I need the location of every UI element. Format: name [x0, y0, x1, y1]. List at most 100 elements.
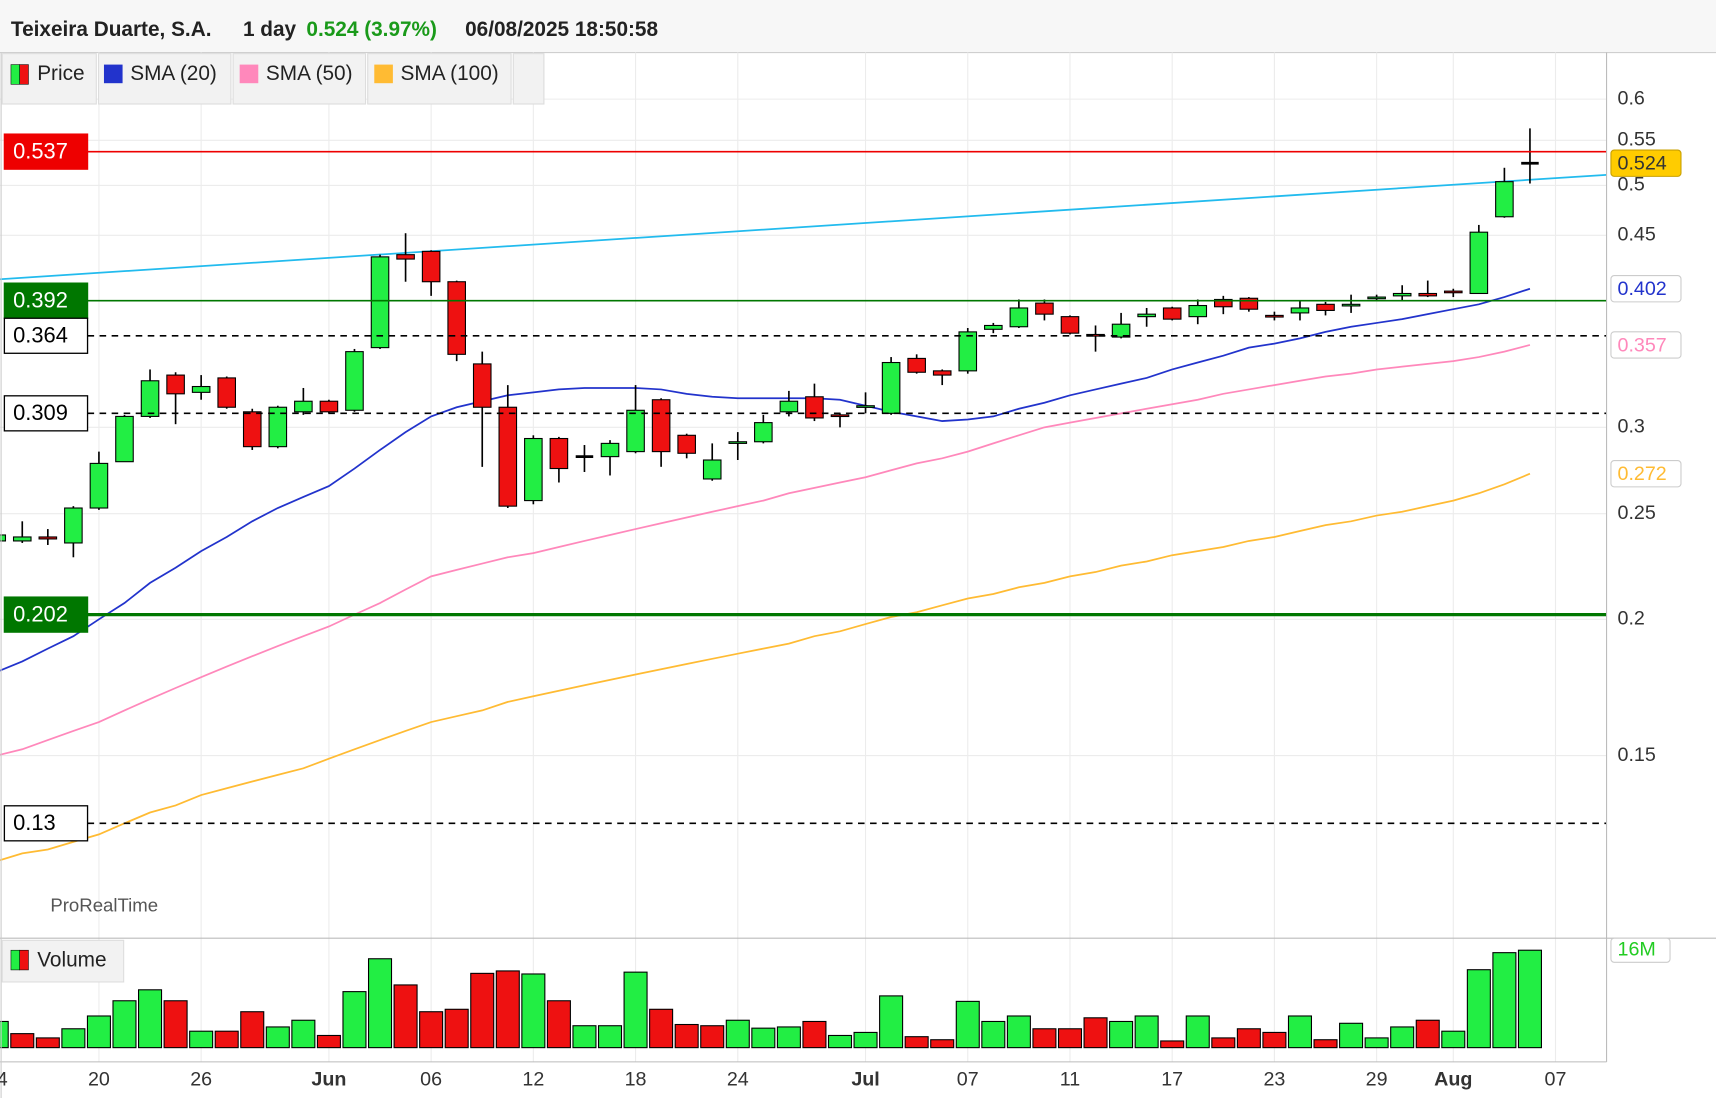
volume-tick-label: 16M — [1618, 938, 1656, 960]
volume-bar — [444, 1008, 469, 1049]
volume-bar — [1441, 1030, 1466, 1049]
candle-body — [728, 441, 748, 444]
y-tick-label: 0.2 — [1618, 608, 1645, 630]
volume-bar — [419, 1011, 444, 1049]
volume-bar — [1313, 1039, 1338, 1049]
legend-icon — [374, 64, 393, 84]
candle-body — [932, 370, 952, 376]
legend: Price SMA (20) SMA (50) SMA (100) — [1, 53, 545, 105]
volume-bar — [86, 1015, 111, 1049]
grid-layer — [0, 52, 1607, 1062]
candle-body — [191, 385, 211, 393]
candle-body — [1162, 307, 1182, 320]
volume-bar — [751, 1027, 776, 1049]
candle-body — [140, 380, 160, 417]
volume-bar — [189, 1030, 214, 1049]
x-tick-label: 11 — [1060, 1069, 1080, 1091]
volume-bar — [1134, 1015, 1159, 1049]
candle-body — [626, 409, 645, 453]
volume-bar — [521, 973, 546, 1049]
volume-legend: Volume — [1, 939, 125, 983]
volume-bar — [1287, 1015, 1313, 1049]
volume-bar — [316, 1034, 341, 1049]
legend-label: SMA (50) — [266, 62, 353, 85]
datetime: 06/08/2025 18:50:58 — [465, 18, 658, 41]
volume-bar — [1160, 1040, 1185, 1049]
volume-bar — [1492, 952, 1517, 1049]
candle-body — [677, 434, 696, 454]
sma-badge-label: 0.402 — [1618, 278, 1667, 300]
level-badge — [3, 596, 89, 633]
sma-badge — [1610, 275, 1682, 303]
level-badge — [3, 282, 89, 319]
candle-body — [754, 422, 773, 443]
candle-body — [115, 415, 134, 463]
volume-bar — [1032, 1028, 1057, 1049]
candle-body — [1111, 323, 1131, 338]
candle-body — [1367, 296, 1386, 300]
candle-body — [1469, 231, 1489, 295]
interval[interactable]: 1 day — [243, 18, 297, 41]
candle-body — [1265, 314, 1284, 318]
x-tick-label: Jul — [851, 1069, 879, 1091]
volume-bar — [649, 1008, 674, 1049]
candle-body — [600, 442, 620, 458]
x-tick-label: Aug — [1434, 1069, 1472, 1091]
plot-layer — [0, 128, 1607, 1049]
candle-body — [1009, 307, 1029, 328]
candle-body — [1035, 302, 1054, 315]
volume-bar — [1339, 1022, 1364, 1049]
volume-title: Volume — [37, 949, 106, 972]
candle-body — [498, 406, 518, 507]
candle-body — [779, 400, 799, 413]
x-tick-label: 29 — [1366, 1069, 1388, 1091]
x-tick-label: 07 — [957, 1069, 979, 1091]
volume-bar — [138, 989, 163, 1049]
candle-body — [702, 459, 722, 480]
candle-body — [1060, 316, 1080, 334]
candle-body — [881, 361, 901, 414]
x-tick-label: 20 — [88, 1069, 110, 1091]
sma-line — [0, 472, 1531, 862]
candle-body — [1316, 303, 1335, 311]
x-tick-label: 07 — [1545, 1069, 1567, 1091]
y-tick-label: 0.45 — [1618, 224, 1656, 246]
volume-bar — [1057, 1028, 1083, 1049]
volume-bar — [367, 958, 393, 1049]
x-tick-label: 26 — [190, 1069, 212, 1091]
candle-body — [472, 363, 492, 408]
sma-line — [0, 344, 1531, 756]
x-tick-label: 17 — [1161, 1069, 1183, 1091]
header-bar — [0, 0, 1716, 53]
legend-icon-up — [10, 64, 20, 85]
candle-body — [856, 405, 875, 408]
volume-bar — [546, 1000, 571, 1049]
level-label: 0.202 — [13, 601, 68, 626]
x-tick-label: 14 — [0, 1069, 8, 1091]
price-change: 0.524 (3.97%) — [306, 18, 437, 41]
volume-bar — [623, 971, 648, 1049]
volume-bar — [214, 1030, 239, 1049]
level-label: 0.392 — [13, 288, 68, 313]
candle-body — [524, 437, 543, 502]
volume-bar — [1390, 1026, 1415, 1049]
candle-body — [830, 414, 850, 418]
legend-label: SMA (100) — [401, 62, 499, 85]
legend-icon — [103, 64, 123, 84]
legend-icon-down — [19, 949, 29, 971]
volume-bar — [1083, 1017, 1108, 1049]
instrument-title: Teixeira Duarte, S.A. — [11, 18, 212, 41]
candle-body — [1239, 297, 1259, 310]
volume-bar — [61, 1028, 86, 1049]
volume-bar — [930, 1039, 955, 1049]
level-badge — [3, 395, 89, 432]
volume-bar — [393, 984, 418, 1049]
legend-icon-down — [19, 64, 29, 85]
candle-body — [1392, 292, 1412, 297]
candle-body — [1495, 181, 1514, 218]
sma-badge — [1610, 460, 1682, 488]
level-label: 0.364 — [13, 323, 68, 348]
level-label: 0.309 — [13, 400, 68, 425]
volume-bar — [1006, 1015, 1031, 1049]
